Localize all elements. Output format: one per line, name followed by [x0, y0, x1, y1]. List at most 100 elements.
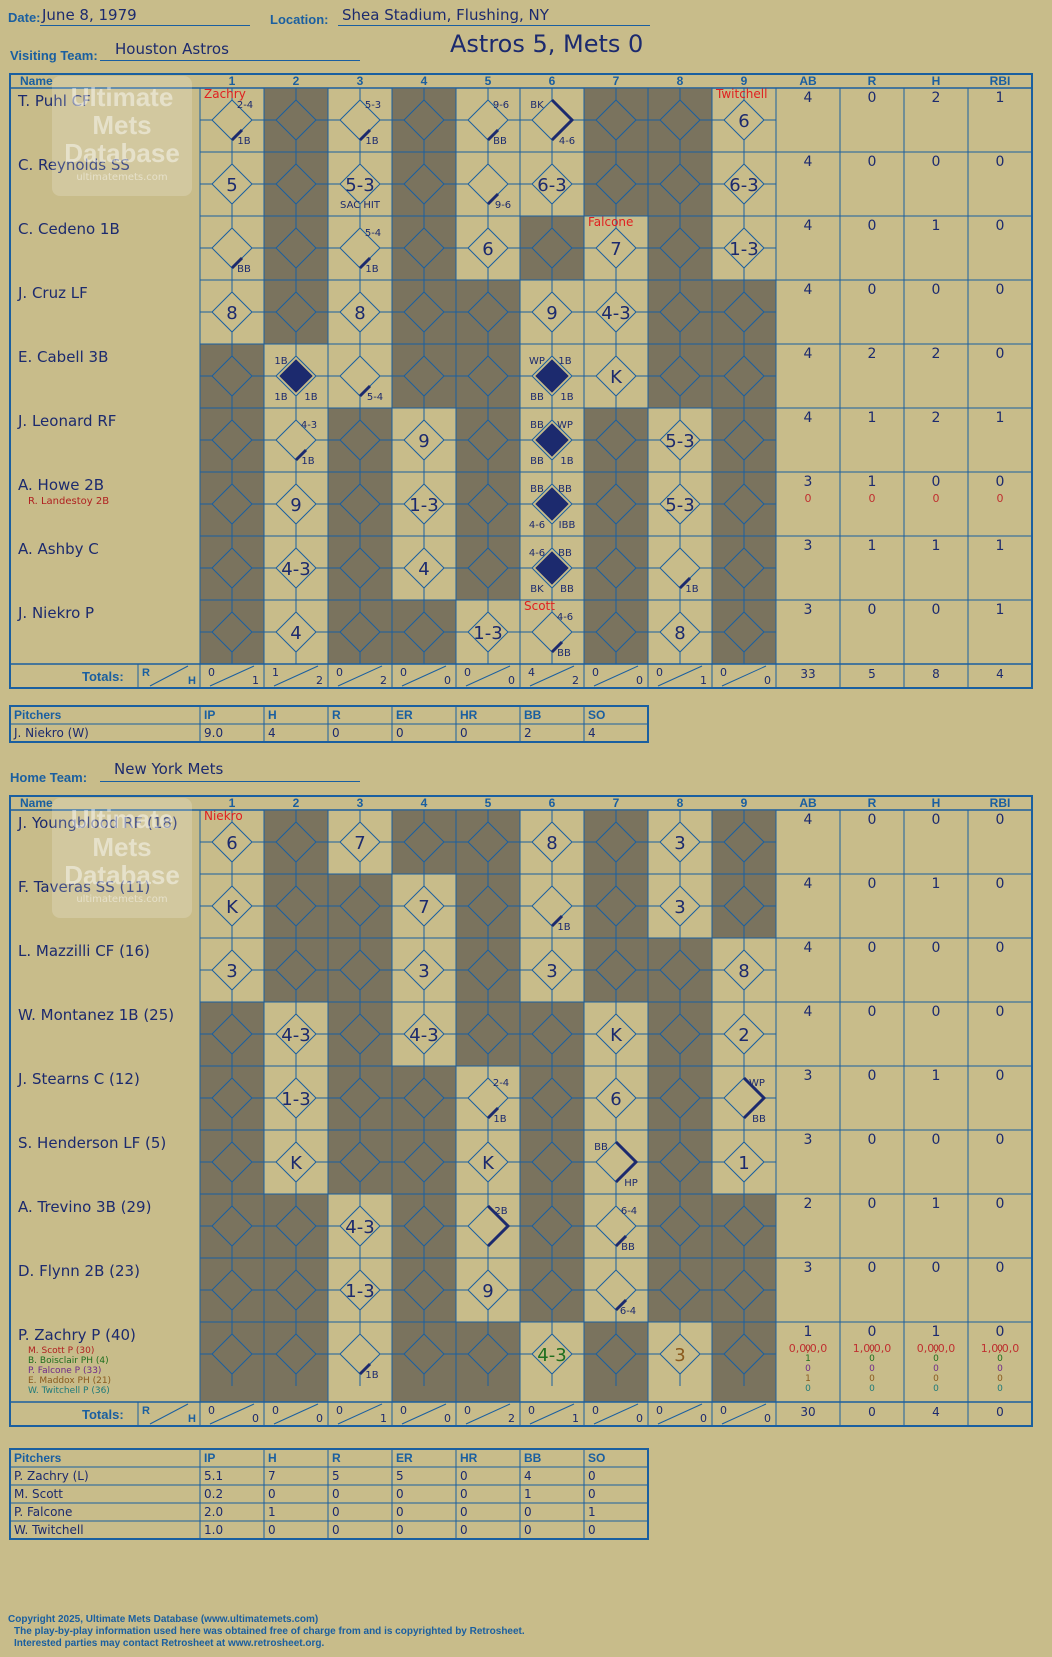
play-result: 4-3	[601, 303, 630, 324]
pitcher-stat: 1	[268, 1505, 276, 1519]
sub-stat-value: 0	[805, 1364, 811, 1374]
play-note: 5-3	[365, 100, 381, 111]
sub-stat-value: 0	[869, 1374, 875, 1384]
inning-header-6: 6	[549, 796, 556, 810]
inning-total-slash	[657, 1403, 703, 1425]
batter-name: A. Trevino 3B (29)	[18, 1198, 151, 1216]
play-result: 7	[354, 833, 365, 854]
pitcher-stat: 0	[332, 1505, 340, 1519]
pitcher-stat: 5.1	[204, 1469, 223, 1483]
pitchers-header: SO	[588, 708, 605, 722]
play-result: 8	[354, 303, 365, 324]
inning-runs: 0	[272, 1404, 279, 1417]
stat-value: 2	[804, 1196, 813, 1212]
batter-name: J. Cruz LF	[17, 284, 88, 302]
inning-header-5: 5	[485, 74, 492, 88]
play-result: 6-3	[537, 175, 566, 196]
pitcher-stat: 0	[268, 1523, 276, 1537]
batter-name: C. Reynolds SS	[18, 156, 130, 174]
play-result: 5	[226, 175, 237, 196]
stat-value: 0	[996, 346, 1005, 362]
pitching-change-note: Falcone	[588, 215, 633, 229]
stat-value: 4	[804, 90, 813, 106]
inning-runs: 0	[208, 1404, 215, 1417]
batter-name: A. Ashby C	[18, 540, 99, 558]
stat-value: 0	[868, 812, 877, 828]
stat-value: 0	[868, 218, 877, 234]
watermark-text: Ultimate	[71, 82, 174, 112]
inning-runs: 0	[336, 1404, 343, 1417]
batter-name: A. Howe 2B	[18, 476, 104, 494]
inning-runs: 0	[592, 666, 599, 679]
pitchers-table	[9, 1448, 649, 1540]
sub-stat-value: 1,0,0,0	[853, 1342, 891, 1355]
inning-header-9: 9	[741, 796, 748, 810]
play-code: 1B	[301, 456, 314, 467]
inning-hits: 0	[508, 674, 515, 687]
sub-stat-value: 0	[933, 1344, 939, 1354]
stat-value: 1	[868, 538, 877, 554]
play-note: 2B	[494, 1206, 507, 1217]
basepath-mark	[614, 1234, 628, 1248]
pitcher-stat: 1	[588, 1505, 596, 1519]
sub-stat-value: 0	[869, 1364, 875, 1374]
stat-header-r: R	[868, 74, 877, 88]
date-label: Date:	[8, 10, 41, 25]
play-note: 2-4	[493, 1078, 509, 1089]
sub-stat-value: 0,0,0,0	[789, 1342, 827, 1355]
play-result: 8	[674, 623, 685, 644]
play-result: 4	[418, 559, 429, 580]
stat-value: 1	[868, 474, 877, 490]
watermark-logo	[52, 798, 192, 918]
stat-value: 4	[804, 346, 813, 362]
stat-value: 1	[996, 538, 1005, 554]
sub-stat-value: 0	[933, 1354, 939, 1364]
visiting-team-name: Houston Astros	[115, 40, 229, 58]
sub-stat-value: 0	[933, 1374, 939, 1384]
play-result: 6	[482, 239, 493, 260]
basepath-mark	[358, 1362, 372, 1376]
stat-value: 0	[932, 940, 941, 956]
play-note: 4-6	[557, 612, 573, 623]
stat-total: 30	[800, 1405, 815, 1419]
stat-header-rbi: RBI	[990, 796, 1011, 810]
pitcher-stat: 0	[460, 1469, 468, 1483]
stat-value: 0	[996, 812, 1005, 828]
inning-hits: 2	[572, 674, 579, 687]
pitcher-stat: 0	[588, 1523, 596, 1537]
play-note: BK	[530, 100, 544, 111]
stat-value: 4	[804, 218, 813, 234]
play-note: 1B	[304, 392, 317, 403]
footer-retrosheet: The play-by-play information used here w…	[14, 1626, 525, 1637]
stat-value: 3	[804, 474, 813, 490]
inning-total-slash	[209, 665, 255, 687]
pitchers-cell	[583, 1520, 649, 1540]
pitcher-stat: 0.2	[204, 1487, 223, 1501]
stat-value: 0	[996, 940, 1005, 956]
inning-runs: 0	[464, 1404, 471, 1417]
sub-stat-value: 1	[805, 1354, 811, 1364]
visiting-underline	[100, 60, 360, 61]
basepath-mark	[550, 640, 564, 654]
basepath-mark	[742, 1076, 767, 1120]
play-note: WP	[529, 356, 545, 367]
pitchers-header: HR	[460, 1451, 478, 1465]
inning-runs: 0	[336, 666, 343, 679]
play-code: BB	[557, 648, 571, 659]
inning-runs: 0	[208, 666, 215, 679]
inning-header-7: 7	[613, 796, 620, 810]
pitchers-header: ER	[396, 1451, 413, 1465]
pitcher-stat: 0	[588, 1487, 596, 1501]
pitcher-stat: 0	[396, 1523, 404, 1537]
play-note: HP	[624, 1178, 638, 1189]
inning-total-slash	[593, 665, 639, 687]
stat-header-ab: AB	[799, 796, 817, 810]
rh-key-r: R	[142, 1405, 150, 1417]
play-note: BB	[560, 584, 574, 595]
sub-stat-value: 0	[933, 1384, 939, 1394]
stat-value: 4	[804, 876, 813, 892]
stat-value: 0	[996, 154, 1005, 170]
stat-value: 2	[932, 410, 941, 426]
stat-value: 4	[804, 410, 813, 426]
watermark-text: Mets	[92, 832, 151, 862]
